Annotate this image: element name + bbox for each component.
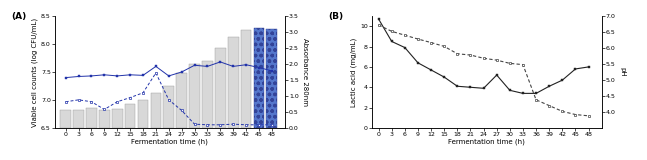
Y-axis label: Viable cell counts (log CFU/mL): Viable cell counts (log CFU/mL) xyxy=(32,17,38,127)
Bar xyxy=(202,61,213,128)
Bar xyxy=(267,29,277,128)
Bar xyxy=(73,109,84,128)
Bar xyxy=(164,86,174,128)
Bar xyxy=(241,30,252,128)
Bar xyxy=(151,93,161,128)
Y-axis label: pH: pH xyxy=(619,67,626,77)
Bar xyxy=(138,100,148,128)
X-axis label: Fermentation time (h): Fermentation time (h) xyxy=(131,139,208,145)
Text: (B): (B) xyxy=(329,12,344,20)
Bar xyxy=(254,28,264,128)
Bar xyxy=(228,37,239,128)
Bar xyxy=(86,108,97,128)
Y-axis label: Lactic acid (mg/mL): Lactic acid (mg/mL) xyxy=(351,37,357,107)
Text: (A): (A) xyxy=(12,12,27,20)
Bar xyxy=(176,73,187,128)
Bar xyxy=(215,48,226,128)
Bar xyxy=(125,104,135,128)
Bar xyxy=(99,110,110,128)
Bar xyxy=(60,110,71,128)
Y-axis label: Absorbance 280nm: Absorbance 280nm xyxy=(302,38,309,106)
Bar xyxy=(189,64,200,128)
Bar xyxy=(112,109,123,128)
X-axis label: Fermentation time (h): Fermentation time (h) xyxy=(448,139,525,145)
